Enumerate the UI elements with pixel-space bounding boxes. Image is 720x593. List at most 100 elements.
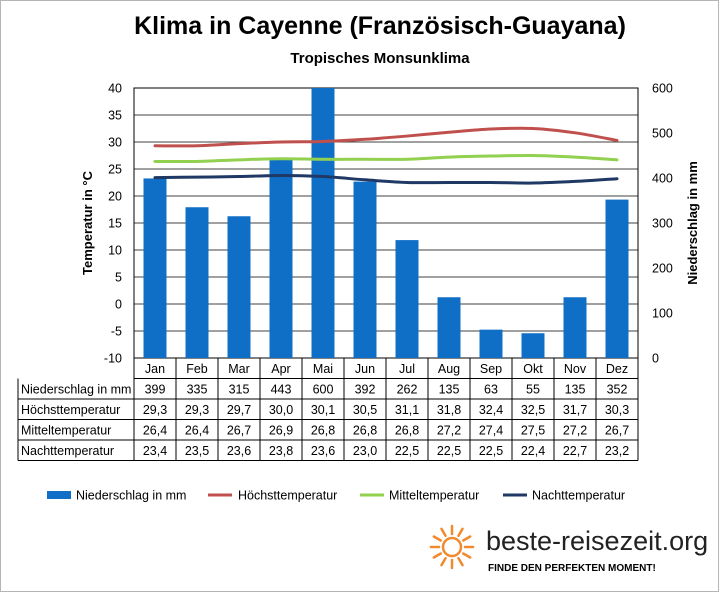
table-cell: 55 bbox=[526, 383, 540, 397]
table-row-label: Niederschlag in mm bbox=[21, 383, 131, 397]
category-label: Jun bbox=[355, 362, 375, 376]
left-axis-label: Temperatur in °C bbox=[80, 170, 95, 275]
table-cell: 26,7 bbox=[227, 424, 251, 438]
category-label: Okt bbox=[523, 362, 543, 376]
category-label: Mar bbox=[228, 362, 250, 376]
table-cell: 22,5 bbox=[437, 444, 461, 458]
precipitation-bar bbox=[521, 333, 545, 358]
legend-label: Nachttemperatur bbox=[532, 489, 625, 503]
table-cell: 27,4 bbox=[479, 424, 503, 438]
table-cell: 27,2 bbox=[437, 424, 461, 438]
table-cell: 63 bbox=[484, 383, 498, 397]
sun-ray bbox=[462, 535, 472, 542]
category-label: Feb bbox=[186, 362, 208, 376]
table-cell: 23,6 bbox=[227, 444, 251, 458]
left-axis-tick-label: 30 bbox=[108, 136, 122, 150]
left-axis-tick-label: 15 bbox=[108, 217, 122, 231]
table-cell: 135 bbox=[439, 383, 460, 397]
table-cell: 392 bbox=[355, 383, 376, 397]
sun-ray bbox=[457, 527, 464, 537]
right-axis-tick-label: 300 bbox=[652, 217, 673, 231]
table-cell: 352 bbox=[607, 383, 628, 397]
legend-label: Mitteltemperatur bbox=[389, 489, 479, 503]
table-cell: 600 bbox=[313, 383, 334, 397]
left-axis-tick-label: 25 bbox=[108, 163, 122, 177]
sun-icon bbox=[429, 524, 475, 570]
sun-ray bbox=[440, 527, 447, 537]
table-cell: 26,8 bbox=[353, 424, 377, 438]
legend-swatch bbox=[47, 491, 71, 499]
table-cell: 23,5 bbox=[185, 444, 209, 458]
brand-name: beste-reisezeit.org bbox=[486, 526, 708, 556]
left-axis-tick-label: -10 bbox=[104, 352, 122, 366]
table-cell: 22,5 bbox=[479, 444, 503, 458]
line-nachttemperatur bbox=[153, 173, 619, 185]
table-cell: 262 bbox=[397, 383, 418, 397]
left-axis-tick-label: 35 bbox=[108, 109, 122, 123]
line-höchsttemperatur bbox=[153, 126, 619, 148]
table-cell: 135 bbox=[565, 383, 586, 397]
table-cell: 26,4 bbox=[143, 424, 167, 438]
precipitation-bar bbox=[227, 216, 251, 358]
category-label: Jan bbox=[145, 362, 165, 376]
table-cell: 26,7 bbox=[605, 424, 629, 438]
table-cell: 32,4 bbox=[479, 403, 503, 417]
right-axis-tick-label: 100 bbox=[652, 307, 673, 321]
left-axis-tick-label: 40 bbox=[108, 82, 122, 96]
right-axis-tick-label: 0 bbox=[652, 352, 659, 366]
category-label: Nov bbox=[564, 362, 587, 376]
table-row-label: Nachttemperatur bbox=[21, 444, 114, 458]
table-cell: 23,4 bbox=[143, 444, 167, 458]
category-label: Dez bbox=[606, 362, 628, 376]
table-cell: 22,4 bbox=[521, 444, 545, 458]
category-label: Sep bbox=[480, 362, 502, 376]
line-mitteltemperatur bbox=[153, 153, 619, 164]
right-axis-tick-label: 200 bbox=[652, 262, 673, 276]
precipitation-bar bbox=[605, 199, 629, 358]
precipitation-bar bbox=[479, 329, 503, 358]
table-cell: 26,4 bbox=[185, 424, 209, 438]
sun-ray bbox=[457, 557, 464, 567]
table-cell: 27,5 bbox=[521, 424, 545, 438]
table-cell: 29,7 bbox=[227, 403, 251, 417]
table-cell: 30,1 bbox=[311, 403, 335, 417]
category-label: Mai bbox=[313, 362, 333, 376]
table-cell: 22,5 bbox=[395, 444, 419, 458]
table-cell: 26,9 bbox=[269, 424, 293, 438]
precipitation-bar bbox=[563, 297, 587, 358]
table-row-label: Mitteltemperatur bbox=[21, 424, 111, 438]
sun-disc bbox=[441, 536, 463, 558]
left-axis-tick-label: 0 bbox=[115, 298, 122, 312]
chart-subtitle: Tropisches Monsunklima bbox=[290, 50, 470, 67]
category-label: Apr bbox=[271, 362, 290, 376]
precipitation-bar bbox=[269, 158, 293, 358]
precipitation-bar bbox=[143, 178, 167, 358]
table-cell: 31,8 bbox=[437, 403, 461, 417]
table-cell: 22,7 bbox=[563, 444, 587, 458]
table-cell: 30,3 bbox=[605, 403, 629, 417]
table-cell: 335 bbox=[187, 383, 208, 397]
table-cell: 27,2 bbox=[563, 424, 587, 438]
table-cell: 23,0 bbox=[353, 444, 377, 458]
brand-tagline: FINDE DEN PERFEKTEN MOMENT! bbox=[488, 563, 656, 574]
table-cell: 443 bbox=[271, 383, 292, 397]
table-row-label: Höchsttemperatur bbox=[21, 403, 120, 417]
table-cell: 29,3 bbox=[143, 403, 167, 417]
table-cell: 31,7 bbox=[563, 403, 587, 417]
left-axis-tick-label: 10 bbox=[108, 244, 122, 258]
precipitation-bar bbox=[395, 240, 419, 358]
table-cell: 315 bbox=[229, 383, 250, 397]
left-axis-tick-label: 5 bbox=[115, 271, 122, 285]
table-cell: 30,0 bbox=[269, 403, 293, 417]
table-cell: 31,1 bbox=[395, 403, 419, 417]
legend-label: Höchsttemperatur bbox=[238, 489, 337, 503]
precipitation-bar bbox=[311, 88, 335, 358]
left-axis-tick-label: -5 bbox=[111, 325, 122, 339]
right-axis-label: Niederschlag in mm bbox=[685, 161, 700, 285]
chart-title: Klima in Cayenne (Französisch-Guayana) bbox=[134, 12, 626, 40]
right-axis-tick-label: 400 bbox=[652, 172, 673, 186]
right-axis-tick-label: 500 bbox=[652, 127, 673, 141]
category-label: Aug bbox=[438, 362, 460, 376]
